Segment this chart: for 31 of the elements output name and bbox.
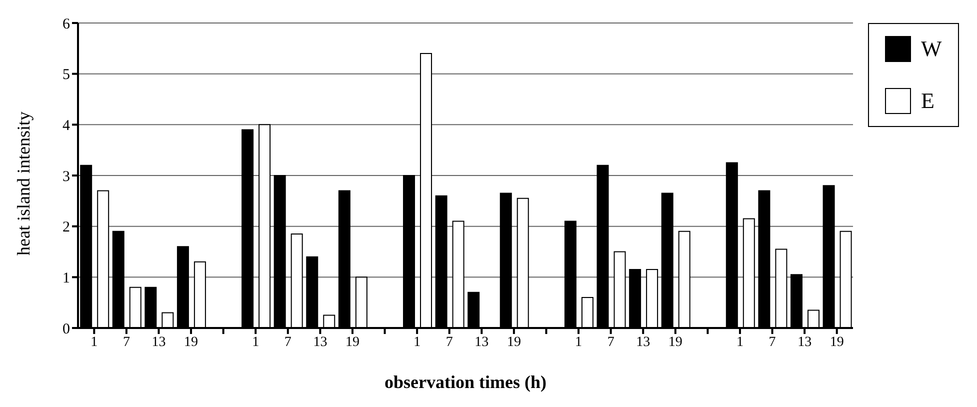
x-tick-label: 7	[446, 334, 453, 350]
x-tick-label: 7	[607, 334, 614, 350]
x-tick-label: 13	[636, 334, 650, 350]
x-axis-title: observation times (h)	[384, 372, 546, 392]
y-axis-title: heat island intensity	[13, 112, 34, 256]
x-tick-label: 1	[575, 334, 582, 350]
y-tick-label: 3	[62, 168, 70, 185]
y-tick-label: 2	[62, 220, 70, 236]
y-tick-label: 6	[62, 16, 70, 32]
y-tick-label: 4	[62, 118, 70, 134]
x-tick-label: 1	[252, 334, 260, 350]
x-tick-label: 1	[736, 334, 744, 350]
legend-label: E	[921, 88, 934, 114]
x-tick-label: 19	[345, 334, 360, 350]
x-tick-label: 13	[152, 334, 166, 350]
y-tick-label: 0	[62, 321, 70, 338]
legend-label: W	[921, 36, 942, 62]
y-tick-label: 5	[62, 67, 70, 84]
x-tick-label: 13	[798, 334, 812, 350]
x-tick-label: 1	[414, 334, 421, 350]
x-tick-label: 19	[506, 334, 521, 350]
x-tick-label: 1	[90, 334, 98, 350]
x-tick-label: 19	[668, 334, 682, 350]
x-tick-label: 13	[313, 334, 328, 350]
x-tick-label: 7	[122, 334, 130, 350]
x-tick-label: 7	[284, 334, 292, 350]
x-tick-label: 13	[474, 334, 489, 350]
x-tick-label: 19	[184, 334, 198, 350]
y-tick-label: 1	[62, 270, 70, 286]
x-tick-label: 19	[830, 334, 844, 350]
x-tick-label: 7	[768, 334, 776, 350]
